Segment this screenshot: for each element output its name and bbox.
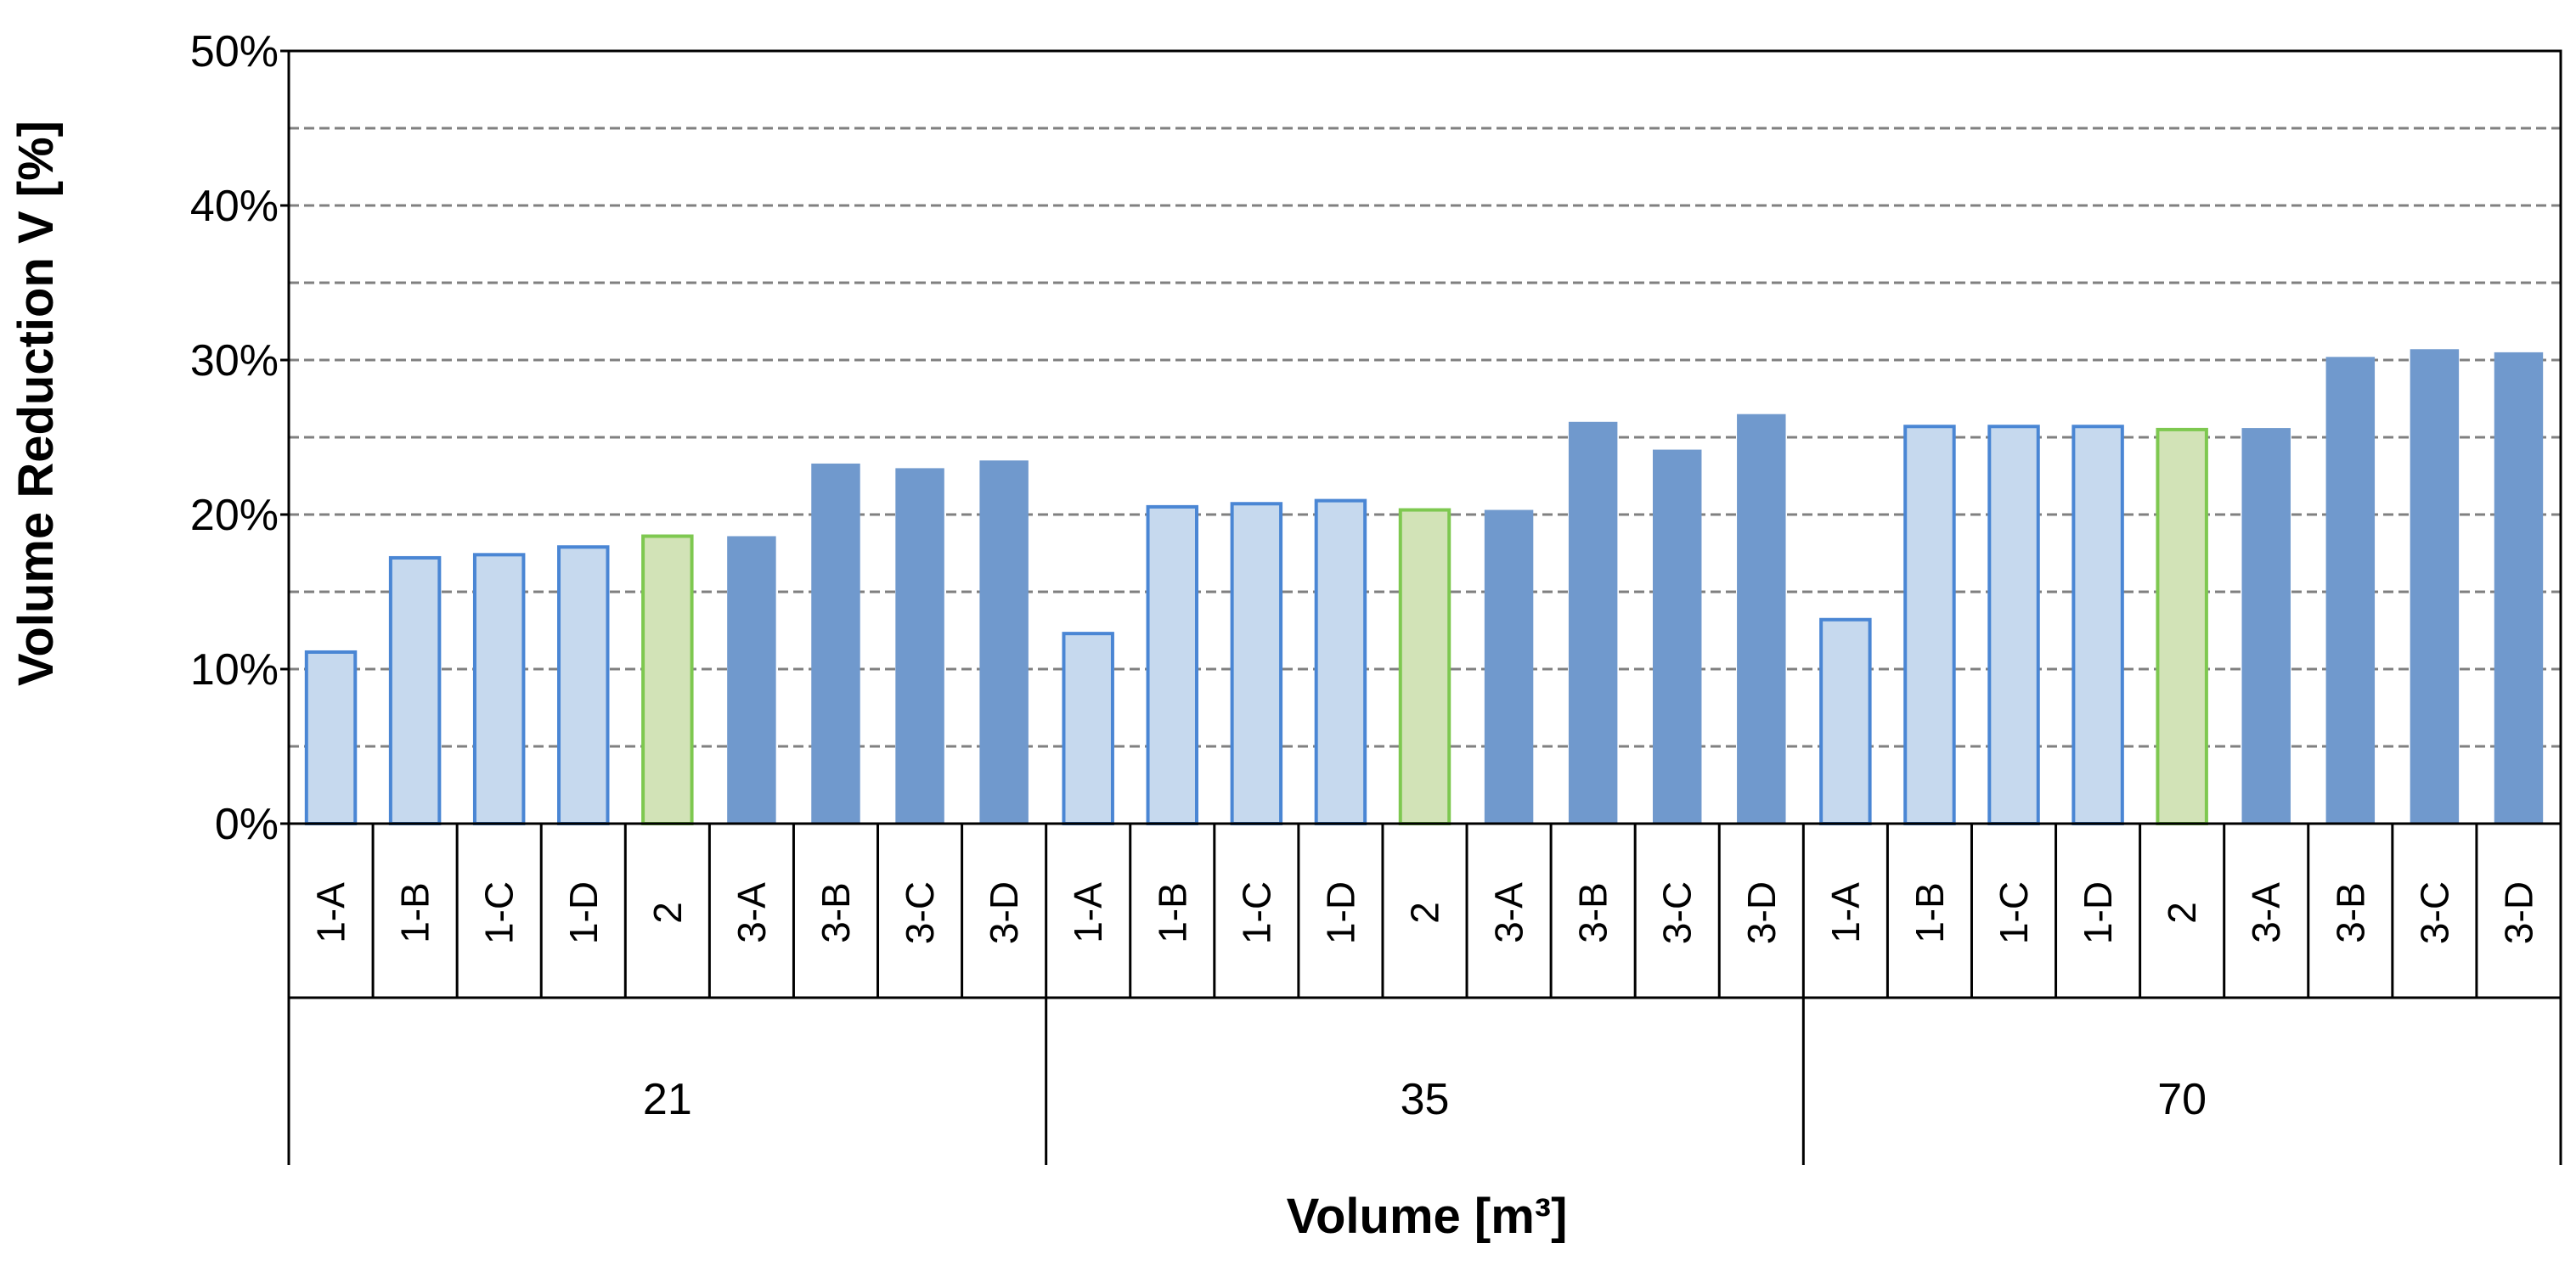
- bar-21-1-A: [304, 650, 358, 825]
- bar-70-1-B: [1903, 425, 1956, 825]
- bar-70-2: [2156, 427, 2208, 825]
- bar-35-3-C: [1652, 449, 1702, 824]
- category-label: 3-B: [814, 882, 858, 943]
- bar-35-3-B: [1568, 421, 1618, 824]
- bar-35-2: [1398, 508, 1451, 825]
- category-label: 3-B: [2328, 882, 2372, 943]
- bars: [304, 349, 2544, 826]
- category-label: 1-D: [2076, 881, 2120, 944]
- category-label: 1-C: [1234, 881, 1278, 944]
- group-label: 35: [1401, 1075, 1450, 1124]
- axes: [280, 49, 2562, 1165]
- category-label: 3-C: [2412, 881, 2456, 944]
- category-label: 1-B: [393, 882, 437, 943]
- y-tick-label: 10%: [190, 645, 279, 695]
- bar-70-1-A: [1819, 617, 1872, 826]
- category-label: 3-D: [2496, 881, 2540, 944]
- category-label: 3-A: [1487, 882, 1531, 943]
- category-label: 2: [2160, 902, 2204, 924]
- labels: 0% 10% 20% 30% 40% 50% 1-A 1-B 1-C 1-D 2 3-A 3-B 3-C 3…: [190, 27, 2541, 1124]
- bar-70-3-A: [2241, 428, 2291, 824]
- y-axis-title: Volume Reduction V [%]: [8, 121, 64, 686]
- bar-35-1-D: [1314, 498, 1367, 825]
- category-label: 3-C: [898, 881, 942, 944]
- category-label: 1-D: [561, 881, 606, 944]
- group-label: 21: [643, 1075, 692, 1124]
- x-axis-title: Volume [m³]: [1287, 1189, 1568, 1244]
- category-label: 1-C: [477, 881, 521, 944]
- bar-35-1-C: [1230, 502, 1283, 825]
- category-label: 3-A: [2244, 882, 2288, 943]
- category-label: 1-A: [1823, 882, 1868, 943]
- bar-70-3-B: [2325, 357, 2376, 824]
- bar-35-3-D: [1737, 414, 1786, 824]
- bar-21-3-B: [811, 463, 860, 824]
- bar-35-3-A: [1484, 509, 1534, 824]
- category-label: 1-B: [1908, 882, 1952, 943]
- y-tick-label: 20%: [190, 491, 279, 540]
- y-tick-label: 50%: [190, 27, 279, 76]
- bar-70-3-D: [2494, 352, 2544, 824]
- bar-21-1-D: [557, 545, 610, 825]
- y-tick-label: 30%: [190, 336, 279, 385]
- category-label: 1-A: [1066, 882, 1110, 943]
- bar-21-2: [641, 534, 694, 825]
- bar-21-1-B: [388, 555, 442, 826]
- bar-21-3-A: [727, 536, 776, 824]
- category-label: 2: [645, 902, 690, 924]
- bar-21-3-C: [895, 468, 944, 824]
- category-label: 3-B: [1571, 882, 1615, 943]
- bar-21-3-D: [979, 460, 1029, 824]
- category-label: 1-A: [309, 882, 353, 943]
- category-label: 3-A: [730, 882, 774, 943]
- category-label: 2: [1403, 902, 1447, 924]
- bar-35-1-B: [1146, 504, 1199, 826]
- category-label: 3-D: [982, 881, 1026, 944]
- plot-frame: [287, 49, 2562, 825]
- bar-21-1-C: [472, 553, 526, 825]
- y-tick-label: 0%: [215, 800, 279, 849]
- category-label: 1-C: [1992, 881, 2036, 944]
- bar-70-3-C: [2410, 349, 2460, 824]
- category-label: 1-B: [1150, 882, 1194, 943]
- y-tick-label: 40%: [190, 182, 279, 231]
- bar-70-1-C: [1987, 425, 2040, 825]
- category-label: 3-D: [1739, 881, 1784, 944]
- category-label: 3-C: [1655, 881, 1699, 944]
- bar-35-1-A: [1062, 632, 1114, 826]
- group-label: 70: [2157, 1075, 2207, 1124]
- bar-70-1-D: [2072, 425, 2124, 825]
- category-label: 1-D: [1318, 881, 1362, 944]
